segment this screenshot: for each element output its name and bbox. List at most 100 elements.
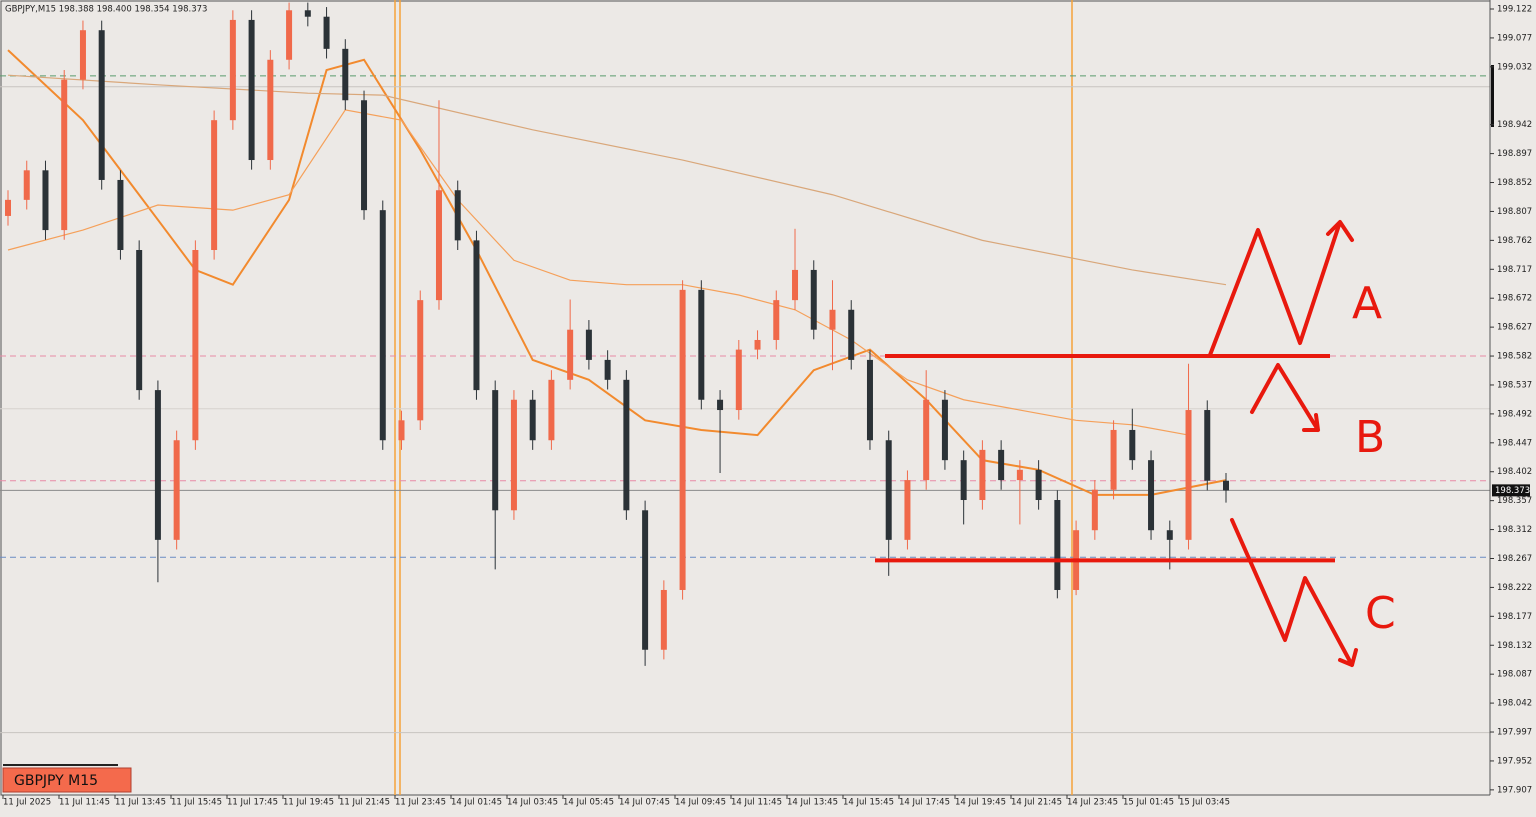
candle-body xyxy=(473,240,480,391)
candle-body xyxy=(979,449,986,501)
candle-body xyxy=(604,359,611,380)
x-tick-label: 11 Jul 13:45 xyxy=(115,798,166,808)
candle-body xyxy=(304,10,311,17)
candle-body xyxy=(211,120,218,251)
moving-average xyxy=(7,109,1189,436)
candle-body xyxy=(1185,410,1192,540)
candle-body xyxy=(623,379,630,511)
candle-body xyxy=(660,589,667,650)
y-tick-label: 197.952 xyxy=(1497,756,1532,766)
candle-body xyxy=(698,289,705,400)
symbol-badge xyxy=(2,767,132,793)
x-tick-label: 14 Jul 23:45 xyxy=(1067,798,1118,808)
symbol-label: GBPJPY M15 xyxy=(14,773,98,789)
candle-body xyxy=(5,199,11,216)
y-tick-label: 197.997 xyxy=(1497,728,1532,738)
price-tag xyxy=(1492,484,1530,497)
candle-body xyxy=(229,19,236,121)
y-tick-label: 198.087 xyxy=(1497,670,1532,680)
candle-body xyxy=(735,349,742,411)
y-tick-label: 198.582 xyxy=(1497,352,1532,362)
y-tick-label: 198.447 xyxy=(1497,438,1532,448)
candle-body xyxy=(829,309,836,330)
candle-body xyxy=(1035,469,1042,501)
candle-body xyxy=(342,48,349,101)
candle-body xyxy=(642,510,649,650)
candle-body xyxy=(286,10,293,60)
y-tick-label: 198.807 xyxy=(1497,207,1532,217)
y-tick-label: 198.672 xyxy=(1497,294,1532,304)
y-tick-label: 199.032 xyxy=(1497,62,1532,72)
candle-body xyxy=(885,440,892,540)
y-tick-label: 198.402 xyxy=(1497,467,1532,477)
candle-body xyxy=(417,300,424,421)
x-tick-label: 14 Jul 05:45 xyxy=(563,798,614,808)
x-tick-label: 11 Jul 2025 xyxy=(3,798,51,808)
candle-body xyxy=(848,309,855,360)
y-tick-label: 198.897 xyxy=(1497,149,1532,159)
candle-body xyxy=(323,16,330,49)
y-tick-label: 198.762 xyxy=(1497,236,1532,246)
x-tick-label: 14 Jul 01:45 xyxy=(451,798,502,808)
candle-body xyxy=(1091,489,1098,531)
candle-body xyxy=(585,329,592,360)
candle-body xyxy=(548,379,555,441)
price-axis xyxy=(1490,0,1536,817)
candle-body xyxy=(998,449,1005,481)
candle-body xyxy=(248,19,255,161)
candle-body xyxy=(398,420,405,441)
y-tick-label: 198.042 xyxy=(1497,699,1532,709)
candle-body xyxy=(754,339,761,350)
x-tick-label: 14 Jul 17:45 xyxy=(899,798,950,808)
y-tick-label: 198.312 xyxy=(1497,525,1532,535)
y-tick-label: 198.492 xyxy=(1497,409,1532,419)
candle-body xyxy=(1204,410,1211,481)
x-tick-label: 14 Jul 03:45 xyxy=(507,798,558,808)
y-tick-label: 198.357 xyxy=(1497,496,1532,506)
y-tick-label: 198.132 xyxy=(1497,641,1532,651)
x-tick-label: 14 Jul 13:45 xyxy=(787,798,838,808)
annotation: C xyxy=(1365,588,1396,639)
annotation: B xyxy=(1355,412,1385,463)
candle-body xyxy=(42,170,49,231)
y-tick-label: 198.627 xyxy=(1497,323,1532,333)
candle-body xyxy=(810,269,817,330)
candle-body xyxy=(1166,530,1173,540)
candle-body xyxy=(454,190,461,241)
y-tick-label: 198.942 xyxy=(1497,120,1532,130)
candle-body xyxy=(904,480,911,540)
annotation: A xyxy=(1352,278,1382,329)
x-tick-label: 11 Jul 23:45 xyxy=(395,798,446,808)
candle-body xyxy=(923,399,930,481)
y-tick-label: 199.122 xyxy=(1497,4,1532,14)
candle-body xyxy=(117,179,124,251)
x-tick-label: 11 Jul 17:45 xyxy=(227,798,278,808)
hand-drawing xyxy=(1208,220,1358,667)
x-tick-label: 14 Jul 15:45 xyxy=(843,798,894,808)
x-tick-label: 14 Jul 19:45 xyxy=(955,798,1006,808)
candle-body xyxy=(866,359,873,441)
candle-body xyxy=(792,269,799,301)
arrow-a xyxy=(1208,220,1354,357)
candle-body xyxy=(529,399,536,441)
candle-body xyxy=(773,300,780,340)
y-tick-label: 198.267 xyxy=(1497,554,1532,564)
x-tick-label: 11 Jul 11:45 xyxy=(59,798,110,808)
x-tick-label: 14 Jul 07:45 xyxy=(619,798,670,808)
y-tick-label: 198.222 xyxy=(1497,583,1532,593)
candle-body xyxy=(267,59,274,161)
x-tick-label: 14 Jul 09:45 xyxy=(675,798,726,808)
candle-body xyxy=(79,30,86,80)
candle-body xyxy=(679,289,686,590)
candle-body xyxy=(492,390,499,511)
candle-body xyxy=(941,399,948,461)
candle-body xyxy=(717,399,724,411)
x-tick-label: 11 Jul 21:45 xyxy=(339,798,390,808)
scroll-marker xyxy=(1491,65,1494,127)
arrow-b xyxy=(1250,363,1320,432)
price-tag-label: 198.373 xyxy=(1495,486,1530,496)
candle-body xyxy=(98,30,105,180)
y-tick-label: 198.177 xyxy=(1497,612,1532,622)
candle-body xyxy=(154,390,161,540)
